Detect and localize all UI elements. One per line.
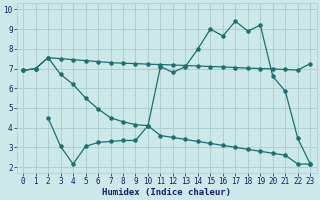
X-axis label: Humidex (Indice chaleur): Humidex (Indice chaleur) [102, 188, 231, 197]
